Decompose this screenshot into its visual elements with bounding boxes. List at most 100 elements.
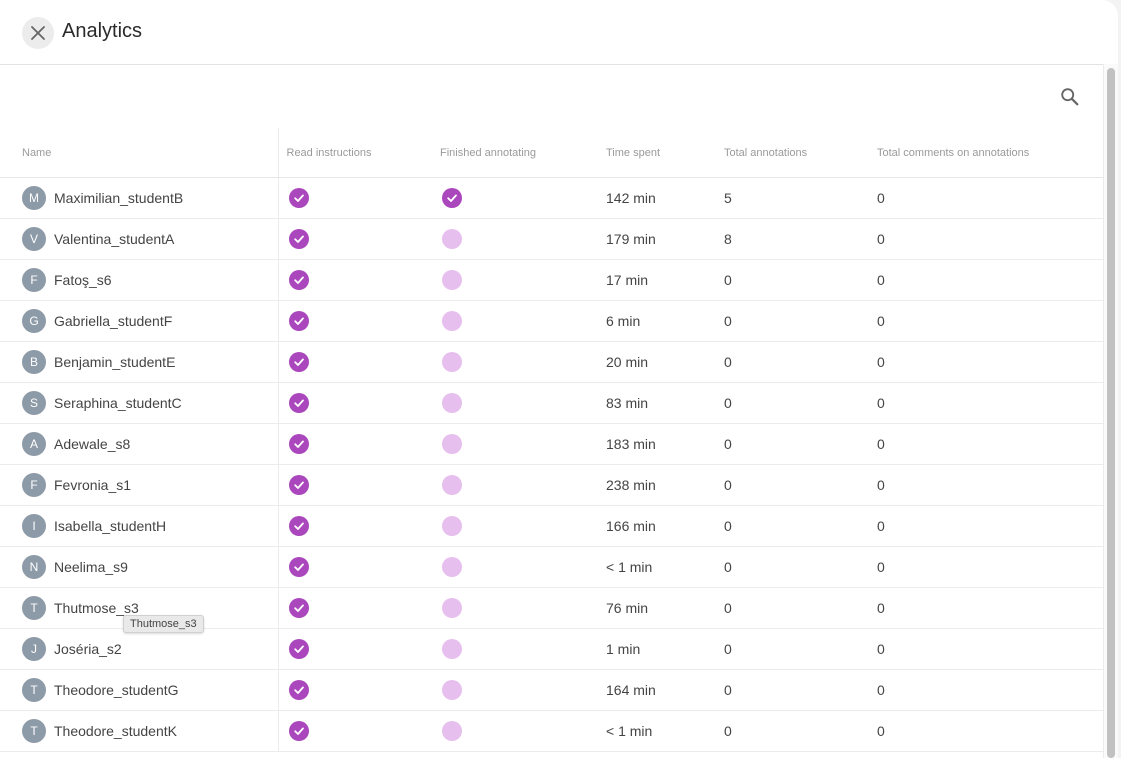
table-body: M Maximilian_studentB 142 min 5 0 V Valentina_…: [0, 177, 1103, 752]
cell-read-instructions: [278, 341, 432, 383]
cell-time-spent: < 1 min: [598, 546, 716, 588]
table-row[interactable]: B Benjamin_studentE 20 min 0 0: [0, 341, 1103, 383]
table-row[interactable]: S Seraphina_studentC 83 min 0 0: [0, 382, 1103, 424]
cell-total-comments: 0: [869, 177, 1103, 219]
column-header-total-comments[interactable]: Total comments on annotations: [869, 128, 1103, 178]
read-instructions-checked-icon: [288, 598, 309, 618]
check-icon: [293, 645, 304, 653]
check-icon: [293, 481, 304, 489]
check-icon: [447, 194, 457, 202]
cell-time-spent: 166 min: [598, 505, 716, 547]
table-row[interactable]: V Valentina_studentA 179 min 8 0: [0, 218, 1103, 260]
read-instructions-checked-icon: [288, 475, 309, 495]
cell-total-annotations: 0: [716, 259, 869, 301]
cell-name: F Fevronia_s1: [0, 464, 279, 506]
read-instructions-checked-icon: [288, 188, 309, 208]
student-name[interactable]: Maximilian_studentB: [54, 190, 184, 206]
close-button[interactable]: [22, 17, 54, 49]
column-header-name[interactable]: Name: [0, 128, 279, 178]
check-icon: [293, 686, 304, 694]
cell-finished-annotating: [432, 669, 598, 711]
avatar: T: [22, 596, 46, 620]
cell-total-annotations: 0: [716, 505, 869, 547]
student-name[interactable]: Isabella_studentH: [54, 518, 167, 534]
student-name[interactable]: Gabriella_studentF: [54, 313, 173, 329]
table-row[interactable]: A Adewale_s8 183 min 0 0: [0, 423, 1103, 465]
cell-time-spent: 83 min: [598, 382, 716, 424]
cell-finished-annotating: [432, 177, 598, 219]
column-header-total-annotations[interactable]: Total annotations: [716, 128, 869, 178]
student-name[interactable]: Joséria_s2: [54, 641, 122, 657]
avatar: F: [22, 268, 46, 292]
cell-read-instructions: [278, 710, 432, 752]
read-instructions-checked-icon: [288, 516, 309, 536]
read-instructions-checked-icon: [288, 393, 309, 413]
column-header-finished-annotating[interactable]: Finished annotating: [432, 128, 598, 178]
cell-time-spent: < 1 min: [598, 710, 716, 752]
cell-total-comments: 0: [869, 300, 1103, 342]
table-row[interactable]: F Fevronia_s1 238 min 0 0: [0, 464, 1103, 506]
check-icon: [293, 317, 304, 325]
cell-total-comments: 0: [869, 628, 1103, 670]
cell-total-annotations: 0: [716, 382, 869, 424]
cell-total-comments: 0: [869, 546, 1103, 588]
close-icon: [31, 26, 45, 40]
cell-total-comments: 0: [869, 382, 1103, 424]
student-name[interactable]: Thutmose_s3: [54, 600, 139, 616]
table-row[interactable]: M Maximilian_studentB 142 min 5 0: [0, 177, 1103, 219]
check-icon: [293, 276, 304, 284]
cell-name: V Valentina_studentA: [0, 218, 279, 260]
cell-name: M Maximilian_studentB: [0, 177, 279, 219]
student-name[interactable]: Benjamin_studentE: [54, 354, 176, 370]
table-row[interactable]: T Theodore_studentK < 1 min 0 0: [0, 710, 1103, 752]
cell-time-spent: 179 min: [598, 218, 716, 260]
cell-total-annotations: 0: [716, 669, 869, 711]
table-row[interactable]: T Thutmose_s3 76 min 0 0: [0, 587, 1103, 629]
table-row[interactable]: T Theodore_studentG 164 min 0 0: [0, 669, 1103, 711]
vertical-scrollbar[interactable]: [1103, 64, 1118, 758]
table-row[interactable]: J Joséria_s2 1 min 0 0: [0, 628, 1103, 670]
student-name[interactable]: Valentina_studentA: [54, 231, 175, 247]
column-header-read-instructions[interactable]: Read instructions: [278, 128, 432, 178]
cell-total-annotations: 0: [716, 300, 869, 342]
cell-read-instructions: [278, 382, 432, 424]
finished-annotating-unchecked-icon: [442, 393, 462, 413]
cell-finished-annotating: [432, 546, 598, 588]
cell-total-comments: 0: [869, 218, 1103, 260]
finished-annotating-checked-icon: [442, 188, 462, 208]
avatar: S: [22, 391, 46, 415]
scrollbar-thumb[interactable]: [1107, 68, 1115, 758]
table-row[interactable]: F Fatoş_s6 17 min 0 0: [0, 259, 1103, 301]
student-name[interactable]: Neelima_s9: [54, 559, 128, 575]
read-instructions-checked-icon: [288, 639, 309, 659]
cell-read-instructions: [278, 505, 432, 547]
cell-name: S Seraphina_studentC: [0, 382, 279, 424]
cell-time-spent: 1 min: [598, 628, 716, 670]
read-instructions-checked-icon: [288, 557, 309, 577]
avatar: G: [22, 309, 46, 333]
cell-time-spent: 142 min: [598, 177, 716, 219]
table-row[interactable]: I Isabella_studentH 166 min 0 0: [0, 505, 1103, 547]
cell-name: F Fatoş_s6: [0, 259, 279, 301]
student-name[interactable]: Theodore_studentK: [54, 723, 177, 739]
finished-annotating-unchecked-icon: [442, 475, 462, 495]
table-row[interactable]: G Gabriella_studentF 6 min 0 0: [0, 300, 1103, 342]
cell-read-instructions: [278, 546, 432, 588]
cell-total-comments: 0: [869, 259, 1103, 301]
search-button[interactable]: [1058, 85, 1082, 109]
column-header-time-spent[interactable]: Time spent: [598, 128, 716, 178]
cell-time-spent: 183 min: [598, 423, 716, 465]
student-name[interactable]: Adewale_s8: [54, 436, 131, 452]
student-name[interactable]: Fatoş_s6: [54, 272, 112, 288]
read-instructions-checked-icon: [288, 721, 309, 741]
student-name[interactable]: Theodore_studentG: [54, 682, 179, 698]
avatar: J: [22, 637, 46, 661]
student-name[interactable]: Fevronia_s1: [54, 477, 132, 493]
student-name[interactable]: Seraphina_studentC: [54, 395, 182, 411]
cell-total-comments: 0: [869, 341, 1103, 383]
cell-total-annotations: 0: [716, 341, 869, 383]
cell-name: G Gabriella_studentF: [0, 300, 279, 342]
cell-finished-annotating: [432, 464, 598, 506]
table-row[interactable]: N Neelima_s9 < 1 min 0 0: [0, 546, 1103, 588]
page-title: Analytics: [62, 20, 143, 42]
